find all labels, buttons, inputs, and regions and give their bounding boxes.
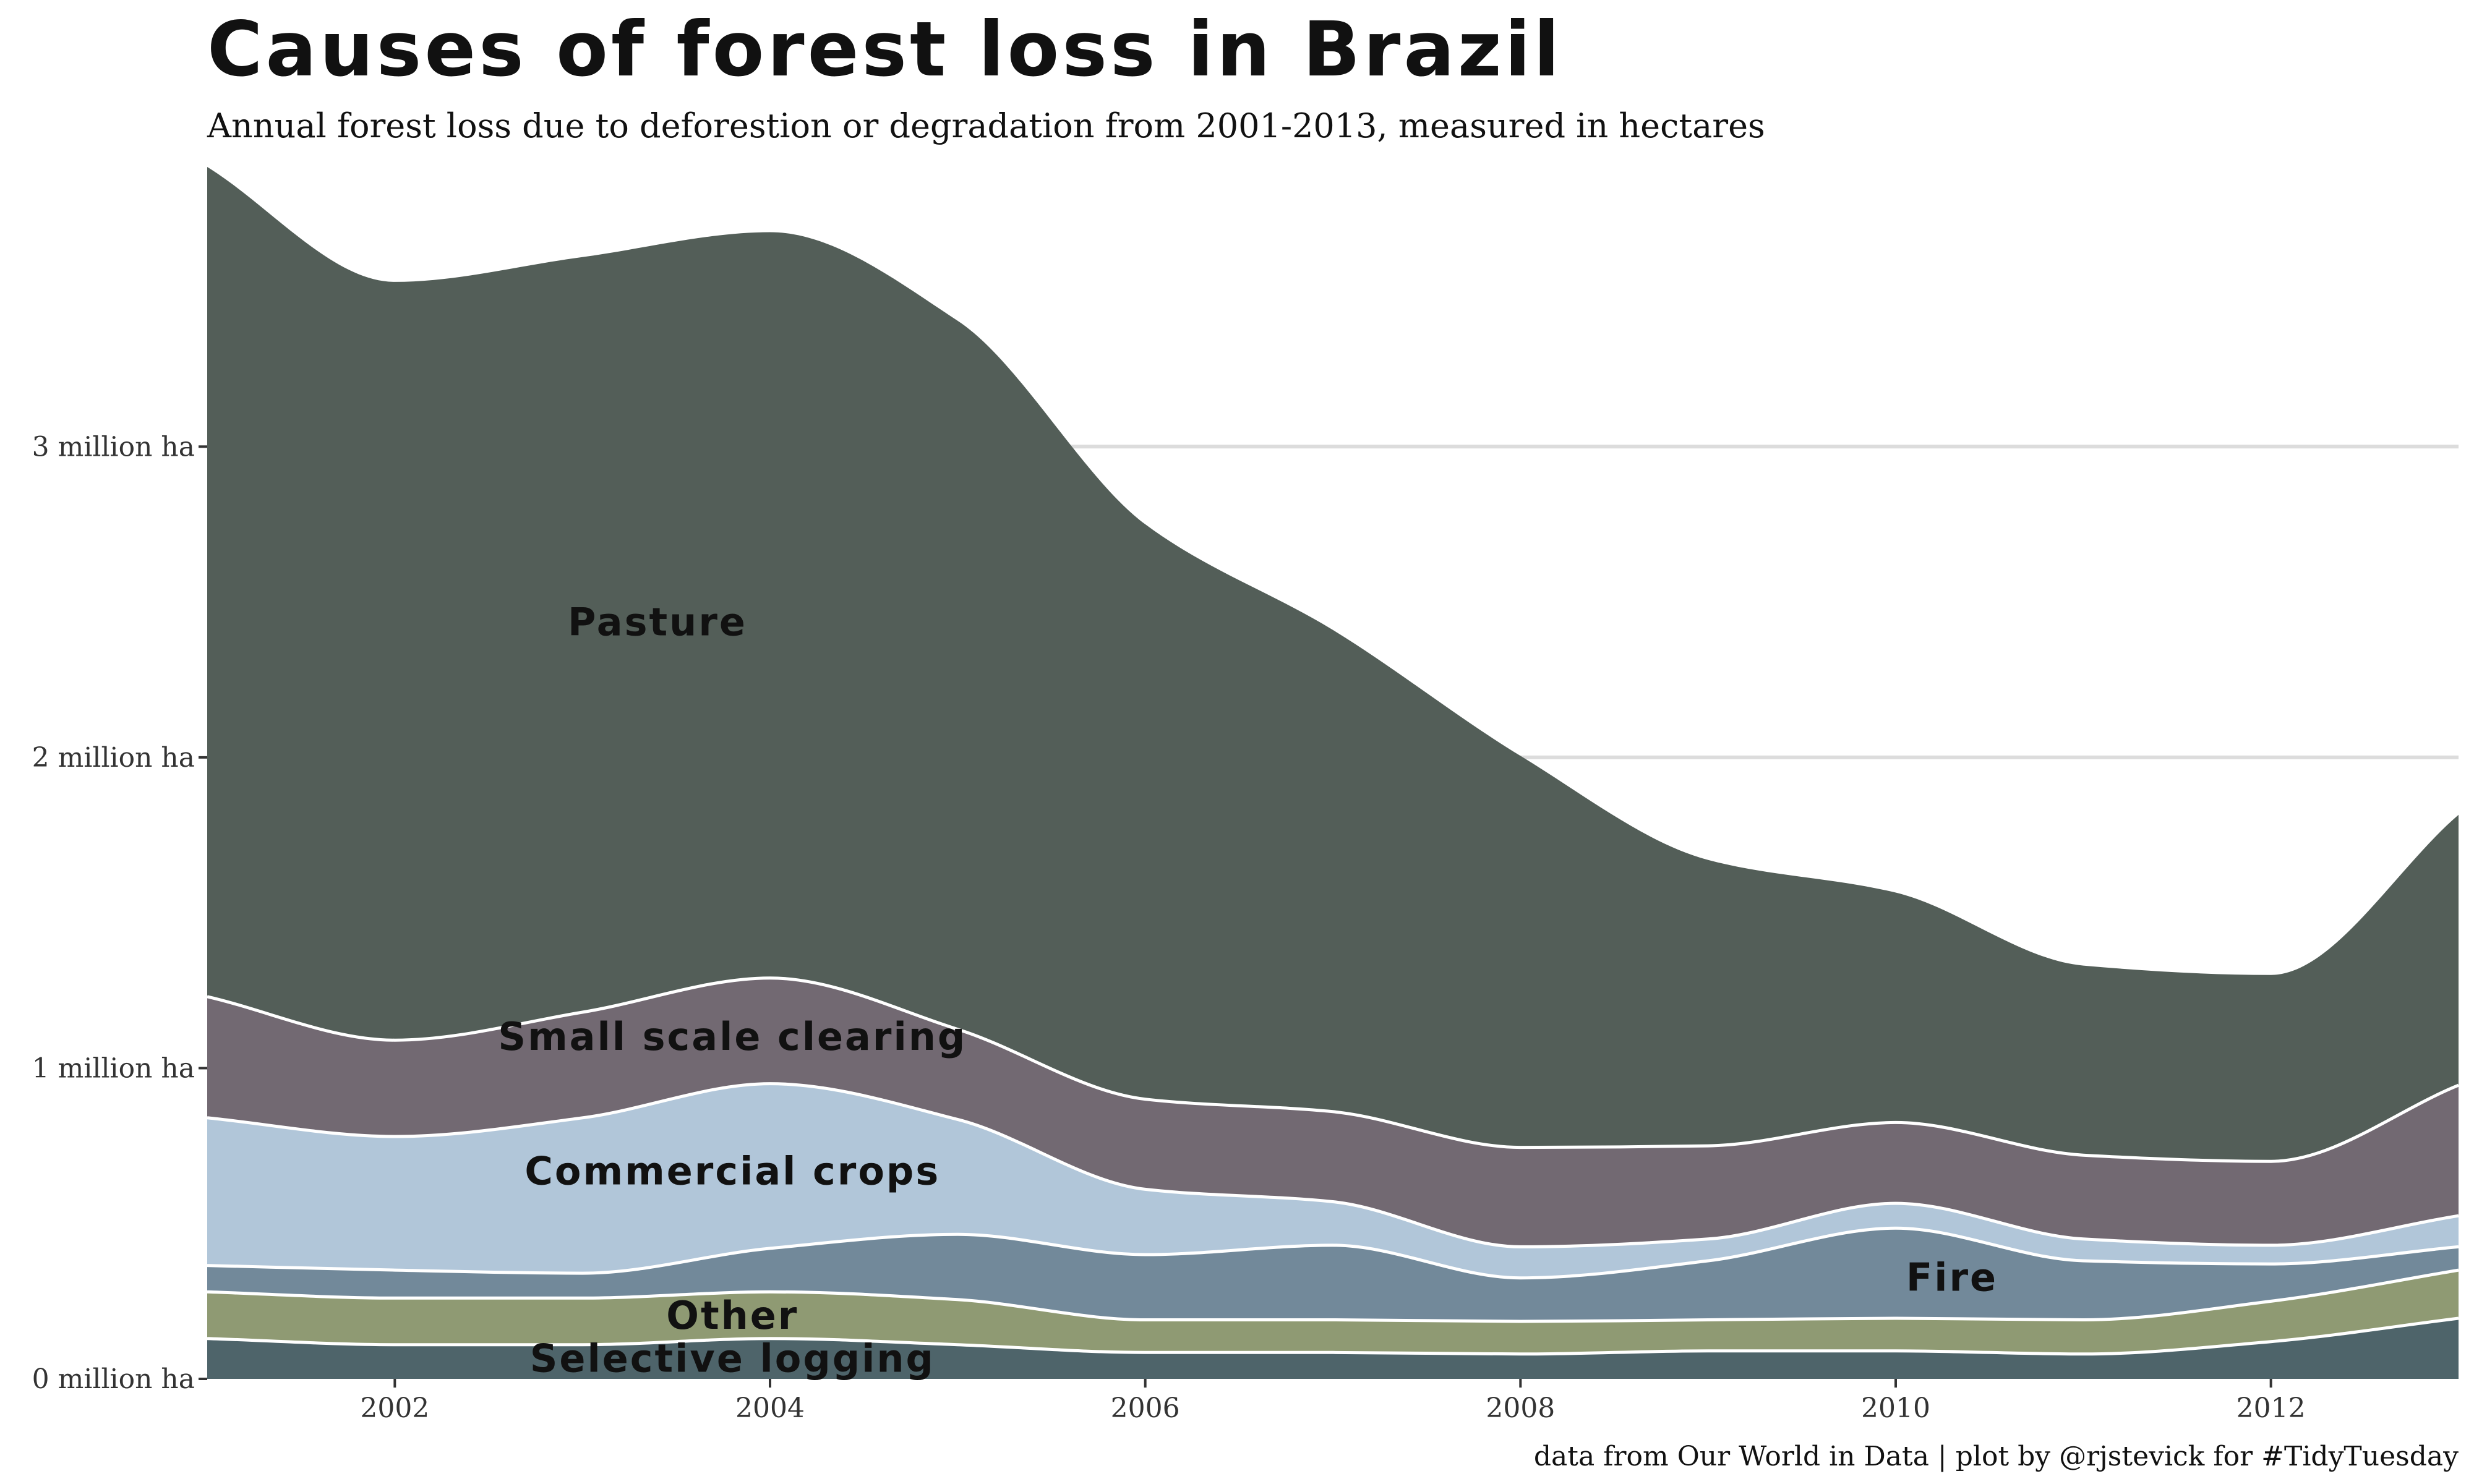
area-other [207,1270,2459,1354]
label-selective-logging: Selective logging [530,1336,935,1381]
y-tick-label: 0 million ha [32,1363,195,1395]
x-tick-label: 2008 [1486,1392,1555,1424]
y-tick-label: 2 million ha [32,742,195,774]
x-tick-label: 2006 [1111,1392,1180,1424]
area-fire [207,1228,2459,1321]
area-selective-logging [207,1318,2459,1379]
y-tick-label: 3 million ha [32,431,195,463]
x-tick-label: 2012 [2236,1392,2306,1424]
label-fire: Fire [1906,1255,1998,1300]
chart-title: Causes of forest loss in Brazil [207,6,1562,93]
chart-caption: data from Our World in Data | plot by @r… [1534,1441,2459,1472]
boundary-selective-logging [207,1316,2459,1356]
x-axis: 2002 2004 2006 2008 2010 2012 [360,1379,2306,1424]
x-tick-label: 2002 [360,1392,429,1424]
y-tick-label: 1 million ha [32,1052,195,1084]
label-small-scale-clearing: Small scale clearing [498,1014,967,1059]
boundary-other [207,1268,2459,1323]
label-other: Other [666,1293,798,1338]
area-pasture [207,167,2459,1162]
boundary-fire [207,1226,2459,1280]
x-tick-label: 2004 [735,1392,805,1424]
boundary-commercial-crops [207,1082,2459,1248]
y-axis: 0 million ha 1 million ha 2 million ha 3 mi… [32,431,207,1395]
label-commercial-crops: Commercial crops [524,1148,940,1193]
series-labels: Pasture Small scale clearing Commercial cr… [498,599,1998,1381]
x-tick-label: 2010 [1861,1392,1930,1424]
chart-subtitle: Annual forest loss due to deforestion or… [207,106,1765,145]
label-pasture: Pasture [568,599,747,644]
boundary-small-scale-clearing [207,976,2459,1163]
stacked-areas [207,167,2459,1379]
area-commercial-crops [207,1083,2459,1278]
